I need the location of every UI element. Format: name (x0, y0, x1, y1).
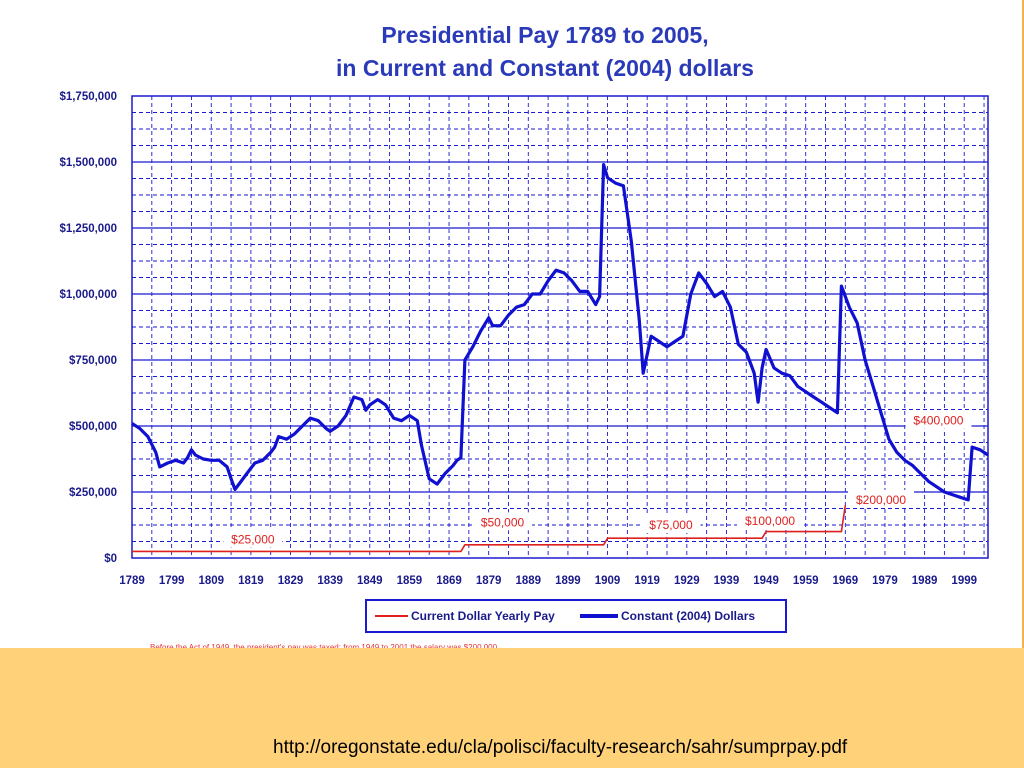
y-axis: $0 $250,000 $500,000 $750,000 $1,000,000 $1,2… (59, 91, 117, 565)
x-tick-label: 1879 (476, 575, 502, 587)
legend-label-constant: Constant (2004) Dollars (621, 609, 755, 623)
annotation-label: $200,000 (856, 493, 906, 507)
grid-layer (132, 96, 988, 558)
y-tick-label: $750,000 (69, 355, 117, 367)
annotation-bg (737, 511, 804, 530)
x-tick-label: 1799 (159, 575, 185, 587)
x-tick-label: 1839 (317, 575, 343, 587)
y-tick-label: $1,500,000 (59, 157, 117, 169)
x-tick-label: 1869 (436, 575, 462, 587)
x-tick-label: 1959 (793, 575, 819, 587)
x-tick-label: 1919 (634, 575, 660, 587)
annotation-bg (223, 529, 283, 548)
legend-box (365, 599, 787, 633)
legend: Current Dollar Yearly Pay Constant (2004… (365, 599, 787, 633)
x-tick-label: 1949 (753, 575, 779, 587)
x-tick-label: 1939 (714, 575, 740, 587)
x-tick-label: 1999 (951, 575, 977, 587)
series-layer (131, 163, 989, 553)
annotation-bg (473, 512, 533, 531)
y-tick-label: $1,750,000 (59, 91, 117, 103)
x-tick-label: 1969 (833, 575, 859, 587)
y-tick-label: $1,250,000 (59, 223, 117, 235)
footnote: Before the Act of 1949, the president's … (150, 643, 506, 648)
y-tick-label: $0 (104, 553, 117, 565)
y-tick-label: $500,000 (69, 421, 117, 433)
annotation-bg (905, 410, 972, 429)
chart-title-line-1: Presidential Pay 1789 to 2005, (381, 22, 708, 48)
chart-svg: Presidential Pay 1789 to 2005, in Curren… (59, 22, 989, 633)
x-tick-label: 1829 (278, 575, 304, 587)
source-url-link[interactable]: http://oregonstate.edu/cla/polisci/facul… (273, 737, 848, 758)
chart-title-line-2: in Current and Constant (2004) dollars (336, 55, 754, 81)
annotation-label: $75,000 (649, 518, 693, 532)
x-axis: 1789 1799 1809 1819 1829 1839 1849 1859 1869 1879… (119, 575, 977, 587)
x-tick-label: 1859 (397, 575, 423, 587)
x-tick-label: 1909 (595, 575, 621, 587)
annotation-bg (641, 515, 701, 533)
x-tick-label: 1809 (198, 575, 224, 587)
annotation-bg (848, 489, 914, 508)
annotation-label: $400,000 (913, 414, 963, 428)
x-tick-label: 1889 (515, 575, 541, 587)
y-tick-label: $250,000 (69, 487, 117, 499)
y-tick-label: $1,000,000 (59, 289, 117, 301)
x-tick-label: 1849 (357, 575, 383, 587)
annotation-label: $25,000 (231, 533, 275, 547)
series-constant-dollar-line (131, 163, 989, 502)
x-tick-label: 1789 (119, 575, 145, 587)
chart-panel: Presidential Pay 1789 to 2005, in Curren… (0, 0, 1024, 648)
x-tick-label: 1819 (238, 575, 264, 587)
x-tick-label: 1989 (912, 575, 938, 587)
annotation-label: $100,000 (745, 514, 795, 528)
legend-label-current: Current Dollar Yearly Pay (411, 609, 555, 623)
x-tick-label: 1979 (872, 575, 898, 587)
x-tick-label: 1929 (674, 575, 700, 587)
annotation-label: $50,000 (481, 515, 525, 529)
x-tick-label: 1899 (555, 575, 581, 587)
annotation-layer: $25,000 $50,000 $75,000 $100,000 $200,000 $40… (223, 410, 972, 548)
series-current-dollar-line (132, 505, 847, 553)
